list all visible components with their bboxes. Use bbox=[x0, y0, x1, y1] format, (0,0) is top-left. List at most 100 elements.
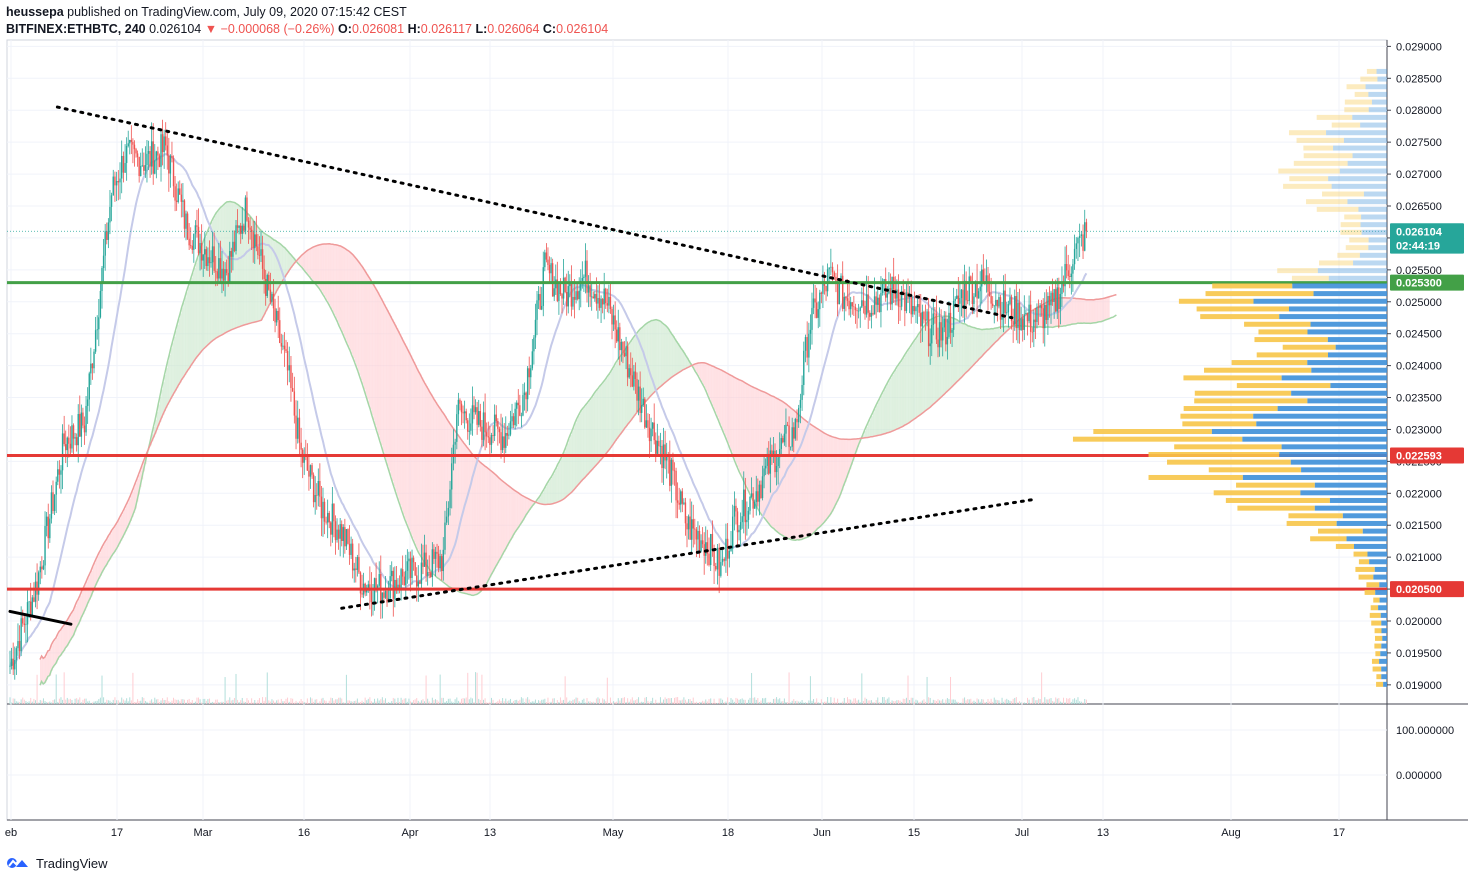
volume-bar bbox=[1052, 701, 1054, 704]
volume-profile-down-bar bbox=[1383, 681, 1387, 687]
cloud-segment bbox=[387, 310, 389, 466]
cloud-segment bbox=[895, 370, 897, 431]
candle-body bbox=[266, 274, 268, 296]
candle-body bbox=[648, 427, 651, 442]
cloud-segment bbox=[377, 292, 380, 436]
candle-body bbox=[68, 437, 70, 444]
candle-body bbox=[57, 469, 59, 482]
volume-bar bbox=[330, 697, 332, 704]
cloud-segment bbox=[1082, 299, 1085, 324]
volume-bar bbox=[249, 702, 251, 704]
volume-bar bbox=[55, 674, 57, 704]
candle-body bbox=[439, 556, 441, 568]
cloud-segment bbox=[205, 237, 207, 348]
cloud-segment bbox=[706, 363, 708, 392]
volume-bar bbox=[188, 698, 190, 704]
volume-bar bbox=[862, 701, 864, 704]
cloud-segment bbox=[365, 271, 368, 395]
candle-body bbox=[771, 450, 773, 456]
cloud-segment bbox=[480, 462, 482, 593]
volume-bar bbox=[869, 700, 871, 704]
cloud-segment bbox=[989, 328, 992, 349]
candle-body bbox=[1014, 296, 1016, 325]
volume-bar bbox=[498, 699, 500, 704]
cloud-segment bbox=[379, 295, 382, 441]
volume-bar bbox=[500, 700, 502, 704]
candle-body bbox=[912, 305, 914, 315]
candle-body bbox=[392, 570, 394, 599]
candle-body bbox=[598, 297, 601, 308]
volume-bar bbox=[411, 701, 413, 704]
candle-body bbox=[177, 188, 179, 202]
cloud-segment bbox=[854, 439, 857, 456]
candle-body bbox=[681, 491, 684, 504]
cloud-segment bbox=[787, 405, 790, 539]
cloud-segment bbox=[562, 455, 564, 500]
volume-profile-down-bar bbox=[1314, 482, 1387, 488]
volume-bar bbox=[494, 702, 496, 704]
cloud-segment bbox=[907, 350, 910, 424]
tradingview-branding[interactable]: TradingView bbox=[6, 855, 108, 871]
volume-bar bbox=[874, 702, 876, 704]
volume-bar bbox=[342, 702, 344, 704]
cloud-segment bbox=[201, 244, 204, 351]
volume-bar bbox=[462, 698, 464, 704]
candle-body bbox=[144, 165, 147, 171]
cloud-segment bbox=[780, 400, 782, 535]
volume-profile-up-bar bbox=[1337, 252, 1360, 258]
cloud-segment bbox=[112, 528, 115, 555]
volume-bar bbox=[389, 702, 391, 704]
volume-profile-down-bar bbox=[1381, 620, 1387, 626]
candle-body bbox=[819, 292, 821, 310]
cloud-segment bbox=[778, 399, 781, 533]
cloud-segment bbox=[1022, 317, 1025, 327]
candle-body bbox=[689, 516, 691, 540]
volume-bar bbox=[179, 701, 181, 704]
time-tick-label: Aug bbox=[1221, 827, 1241, 839]
cloud-segment bbox=[906, 352, 908, 425]
candle-body bbox=[102, 255, 105, 268]
candle-body bbox=[107, 222, 110, 240]
symbol-label[interactable]: BITFINEX:ETHBTC, 240 bbox=[6, 22, 146, 36]
volume-bar bbox=[737, 698, 739, 704]
volume-bar bbox=[528, 699, 530, 704]
cloud-segment bbox=[305, 252, 307, 272]
cloud-segment bbox=[493, 472, 495, 572]
candle-body bbox=[500, 432, 502, 451]
cloud-segment bbox=[1024, 316, 1026, 327]
candle-body bbox=[1053, 289, 1055, 302]
cloud-segment bbox=[166, 368, 168, 408]
volume-profile-down-bar bbox=[1343, 137, 1387, 143]
cloud-segment bbox=[1041, 305, 1044, 327]
cloud-segment bbox=[744, 382, 746, 483]
volume-bar bbox=[755, 699, 757, 704]
volume-bar bbox=[193, 702, 195, 704]
volume-bar bbox=[563, 699, 565, 704]
cloud-segment bbox=[86, 581, 88, 607]
candle-body bbox=[169, 155, 172, 174]
volume-bar bbox=[255, 702, 257, 704]
candle-body bbox=[665, 454, 668, 461]
open-value: 0.026081 bbox=[351, 22, 405, 36]
volume-bar bbox=[367, 698, 369, 704]
volume-bar bbox=[1067, 698, 1069, 704]
cloud-segment bbox=[682, 350, 685, 371]
cloud-segment bbox=[846, 439, 849, 478]
candle-body bbox=[926, 311, 928, 321]
candle-body bbox=[559, 282, 562, 295]
candle-body bbox=[865, 294, 868, 315]
cloud-segment bbox=[749, 385, 751, 493]
publisher-name[interactable]: heussepa bbox=[6, 5, 64, 19]
candle-body bbox=[512, 416, 515, 426]
candle-body bbox=[158, 155, 161, 167]
volume-bar bbox=[119, 701, 121, 704]
volume-bar bbox=[828, 702, 830, 704]
candle-body bbox=[401, 569, 404, 577]
volume-bar bbox=[801, 700, 803, 704]
cloud-segment bbox=[912, 343, 915, 421]
cloud-segment bbox=[833, 437, 836, 509]
price-badge bbox=[1390, 581, 1464, 598]
volume-bar bbox=[349, 700, 351, 704]
candle-body bbox=[744, 489, 747, 523]
